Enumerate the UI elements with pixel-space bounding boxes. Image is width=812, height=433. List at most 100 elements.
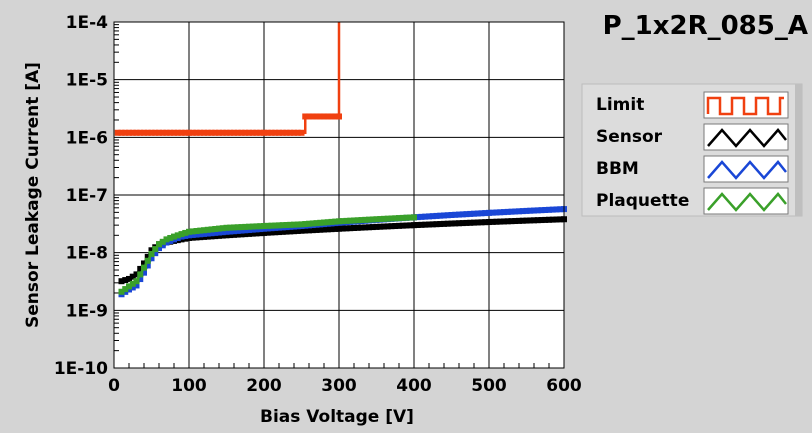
data-point: [234, 227, 241, 234]
data-point: [216, 229, 222, 236]
data-point: [219, 225, 226, 232]
data-point: [302, 227, 309, 234]
data-point: [118, 288, 125, 295]
series-limit: [114, 22, 342, 136]
data-point: [148, 247, 155, 254]
data-point: [504, 218, 511, 225]
data-point: [144, 253, 151, 260]
data-point: [242, 227, 249, 234]
data-point: [422, 221, 429, 228]
data-point: [144, 129, 151, 136]
data-point: [328, 226, 335, 233]
data-point: [369, 224, 376, 231]
data-point: [208, 129, 215, 136]
data-point: [366, 216, 372, 223]
data-point: [381, 215, 387, 222]
data-point: [163, 129, 170, 136]
data-point: [283, 228, 290, 235]
data-point: [246, 230, 252, 237]
data-point: [144, 262, 151, 269]
data-point: [249, 230, 256, 237]
data-point: [463, 219, 470, 226]
data-point: [283, 129, 290, 136]
data-point: [328, 113, 335, 120]
data-point: [523, 217, 530, 224]
data-point: [302, 113, 309, 120]
data-point: [474, 219, 481, 226]
data-point: [343, 225, 350, 232]
data-point: [384, 223, 391, 230]
data-point: [366, 224, 372, 231]
data-point: [351, 224, 357, 231]
data-point: [234, 129, 241, 136]
data-point: [204, 233, 211, 240]
data-point: [336, 113, 342, 120]
data-point: [204, 129, 211, 136]
data-point: [456, 211, 462, 218]
x-tick-label: 0: [108, 376, 120, 396]
legend-swatch: [703, 155, 789, 183]
data-point: [208, 230, 215, 237]
data-point: [193, 129, 200, 136]
data-point: [242, 223, 249, 230]
data-point: [219, 129, 226, 136]
data-point: [208, 233, 215, 240]
data-point: [294, 221, 301, 228]
data-point: [313, 220, 320, 227]
data-point: [242, 231, 249, 238]
data-point: [291, 221, 297, 228]
data-point: [294, 129, 301, 136]
legend-entries: Limit Sensor BBM Plaquette: [596, 91, 789, 215]
data-point: [268, 129, 275, 136]
series-sensor: [118, 216, 567, 285]
series-layer: [114, 22, 567, 298]
data-point: [324, 219, 331, 226]
data-point: [204, 226, 211, 233]
data-point: [542, 216, 549, 223]
data-point: [553, 216, 560, 223]
data-point: [399, 222, 406, 229]
data-point: [238, 224, 245, 231]
data-point: [231, 228, 237, 235]
data-point: [414, 214, 421, 221]
data-point: [306, 227, 312, 234]
data-point: [396, 215, 402, 222]
data-point: [486, 219, 492, 226]
data-point: [257, 129, 264, 136]
data-point: [227, 232, 234, 239]
data-point: [429, 221, 436, 228]
data-point: [171, 233, 177, 240]
data-point: [429, 213, 436, 220]
data-point: [347, 217, 354, 224]
data-point: [433, 221, 440, 228]
data-point: [411, 222, 417, 229]
data-point: [373, 223, 380, 230]
data-point: [351, 217, 357, 224]
data-point: [546, 206, 552, 213]
plot-frame: [113, 21, 565, 369]
data-point: [343, 217, 350, 224]
data-point: [459, 220, 466, 227]
data-point: [411, 214, 417, 221]
data-point: [291, 129, 297, 136]
data-point: [313, 113, 320, 120]
data-point: [216, 232, 222, 239]
data-point: [227, 228, 234, 235]
data-point: [418, 213, 425, 220]
data-point: [197, 129, 204, 136]
data-point: [141, 129, 147, 136]
data-point: [193, 228, 200, 235]
legend-line: [706, 96, 784, 116]
x-tick-label: 600: [546, 376, 582, 396]
data-point: [459, 211, 466, 218]
data-point: [501, 218, 507, 225]
legend-label: Limit: [596, 95, 644, 115]
data-point: [201, 227, 207, 234]
data-point: [219, 229, 226, 236]
data-point: [294, 227, 301, 234]
data-point: [201, 129, 207, 136]
y-tick-label: 1E-8: [66, 244, 108, 264]
legend-entry-sensor: Sensor: [596, 123, 789, 151]
data-point: [276, 229, 282, 236]
data-point: [279, 129, 286, 136]
